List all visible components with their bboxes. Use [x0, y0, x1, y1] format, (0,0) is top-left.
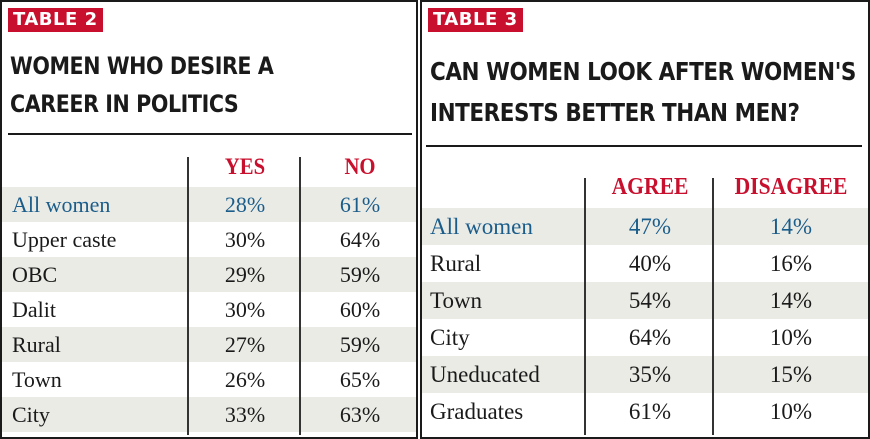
yes-value: 28%	[224, 192, 266, 217]
row-label: City	[430, 325, 470, 350]
table-2-header-yes: YES	[224, 154, 266, 179]
table-3-title-line-1: CAN WOMEN LOOK AFTER WOMEN'S	[430, 57, 856, 86]
table-3-tag: TABLE 3	[428, 8, 523, 32]
agree-value: 35%	[628, 362, 672, 387]
table-2-row: Dalit 30% 60%	[2, 292, 416, 327]
table-2-divider-1	[187, 157, 189, 435]
yes-value: 26%	[224, 367, 266, 392]
table-2-tag: TABLE 2	[8, 8, 103, 32]
disagree-value: 14%	[769, 214, 813, 239]
agree-value: 54%	[628, 288, 672, 313]
row-label: Dalit	[12, 297, 56, 322]
yes-value: 33%	[224, 402, 266, 427]
table-2-panel: TABLE 2 WOMEN WHO DESIRE A CAREER IN POL…	[0, 0, 418, 439]
no-value: 59%	[339, 332, 381, 357]
disagree-value: 14%	[769, 288, 813, 313]
table-2-divider-2	[299, 157, 301, 435]
table-3-header-agree: AGREE	[611, 174, 689, 200]
disagree-value: 16%	[769, 251, 813, 276]
table-2-row: All women 28% 61%	[2, 187, 416, 222]
table-3-row: Rural 40% 16%	[422, 245, 868, 282]
row-label: Upper caste	[12, 227, 117, 252]
disagree-value: 10%	[769, 325, 813, 350]
row-label: Graduates	[430, 399, 524, 424]
table-2-row: Rural 27% 59%	[2, 327, 416, 362]
yes-value: 30%	[224, 227, 266, 252]
table-2-title-line-1: WOMEN WHO DESIRE A	[10, 52, 274, 80]
agree-value: 61%	[628, 399, 672, 424]
row-label: All women	[12, 192, 111, 217]
table-3-header-disagree: DISAGREE	[734, 174, 848, 200]
disagree-value: 10%	[769, 399, 813, 424]
table-3-divider-2	[712, 178, 714, 435]
table-2-title-line-2: CAREER IN POLITICS	[10, 90, 239, 118]
table-2-header-no: NO	[344, 154, 376, 179]
row-label: Rural	[430, 251, 482, 276]
row-label: City	[12, 402, 50, 427]
table-3-row: City 64% 10%	[422, 319, 868, 356]
table-3-panel: TABLE 3 CAN WOMEN LOOK AFTER WOMEN'S INT…	[420, 0, 870, 439]
no-value: 65%	[339, 367, 381, 392]
disagree-value: 15%	[769, 362, 813, 387]
table-3-row: Uneducated 35% 15%	[422, 356, 868, 393]
table-2-row: Upper caste 30% 64%	[2, 222, 416, 257]
row-label: Town	[430, 288, 483, 313]
table-3-divider-1	[584, 178, 586, 435]
table-3-row: All women 47% 14%	[422, 208, 868, 245]
agree-value: 47%	[628, 214, 672, 239]
table-2-title-rule	[8, 133, 412, 135]
table-3-title-rule	[426, 145, 862, 147]
no-value: 59%	[339, 262, 381, 287]
row-label: All women	[430, 214, 533, 239]
row-label: Town	[12, 367, 62, 392]
table-2-row: City 33% 63%	[2, 397, 416, 432]
table-2-row: Town 26% 65%	[2, 362, 416, 397]
table-3-title-line-2: INTERESTS BETTER THAN MEN?	[430, 98, 800, 127]
no-value: 61%	[339, 192, 381, 217]
yes-value: 29%	[224, 262, 266, 287]
table-3-row: Town 54% 14%	[422, 282, 868, 319]
table-2-row: OBC 29% 59%	[2, 257, 416, 292]
row-label: OBC	[12, 262, 58, 287]
row-label: Rural	[12, 332, 61, 357]
agree-value: 40%	[628, 251, 672, 276]
row-label: Uneducated	[430, 362, 540, 387]
yes-value: 30%	[224, 297, 266, 322]
agree-value: 64%	[628, 325, 672, 350]
no-value: 63%	[339, 402, 381, 427]
yes-value: 27%	[224, 332, 266, 357]
table-3-row: Graduates 61% 10%	[422, 393, 868, 430]
no-value: 60%	[339, 297, 381, 322]
no-value: 64%	[339, 227, 381, 252]
